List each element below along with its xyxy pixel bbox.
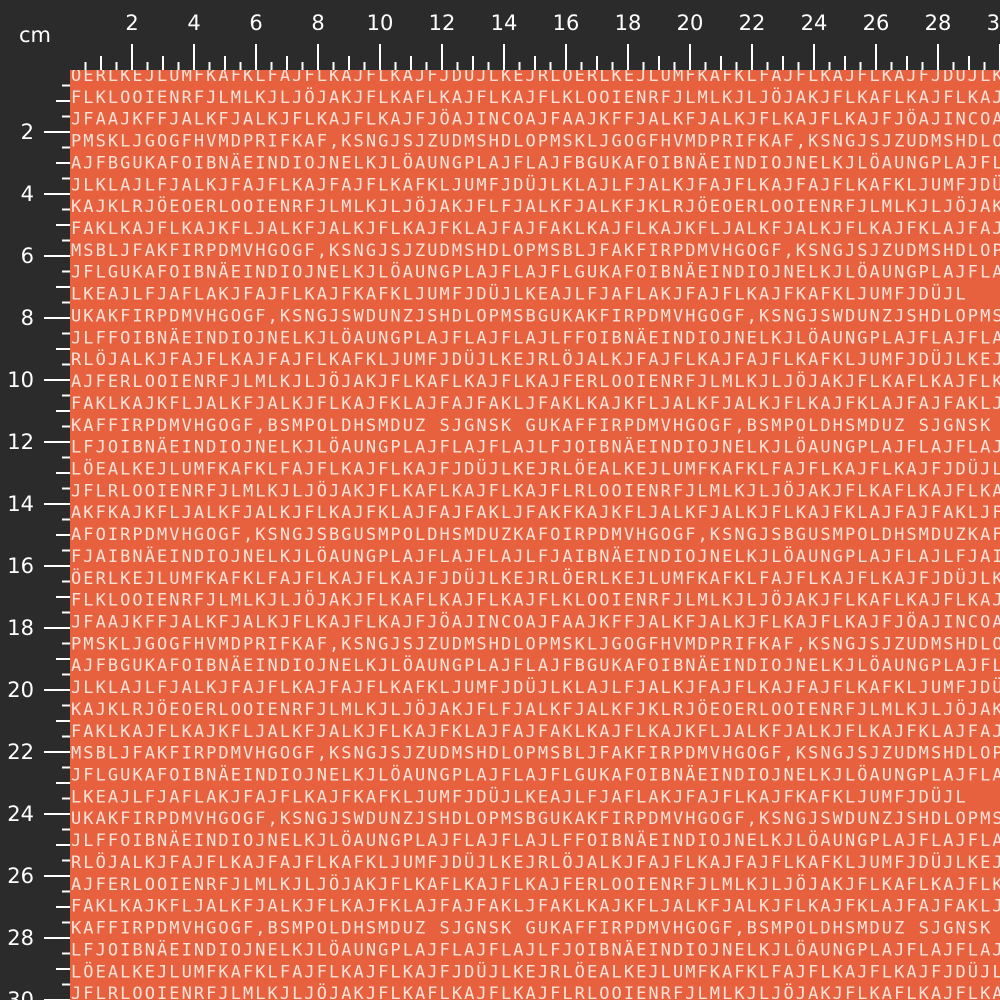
top-label: 20 (677, 11, 704, 35)
pattern-row: KAFFIRPDMVHGOGF,BSMPOLDHSMDUZ SJGNSK GUK… (71, 416, 1000, 436)
pattern-row: RLÖJALKJFAJFLKAJFAJFLKAFKLJUMFJDÜJLKEJRL… (71, 348, 1000, 370)
pattern-row: UKAKFIRPDMVHGOGF,KSNGJSWDUNZJSHDLOPMSBGU… (71, 809, 1000, 829)
left-label: 10 (7, 368, 34, 392)
pattern-row: JFLRLOOIENRFJLMLKJLJÖJAKJFLKAFLKAJFLKAJF… (71, 479, 1000, 501)
pattern-row: LKEAJLFJAFLAKJFAJFLKAJFKAFKLJUMFJDÜJLKEA… (71, 283, 968, 305)
pattern-row: JFLGUKAFOIBNÄEINDIOJNELKJLÖAUNGPLAJFLAJF… (71, 764, 1000, 786)
left-label: 16 (7, 554, 34, 578)
pattern-row: FAKLKAJKFLJALKFJALKJFLKAJFKLAJFAJFAKLJFA… (71, 394, 1000, 414)
pattern-row: FAKLKAJFLKAJKFLJALKFJALKJFLKAJFKLAJFAJFA… (71, 219, 1000, 239)
top-label: 2 (125, 11, 138, 35)
top-label: 6 (249, 11, 262, 35)
pattern-row: JLFFOIBNÄEINDIOJNELKJLÖAUNGPLAJFLAJFLAJL… (71, 829, 1000, 851)
top-label: 30 (987, 11, 1000, 35)
pattern-row: AFOIRPDMVHGOGF,KSNGJSBGUSMPOLDHSMDUZKAFO… (71, 525, 1000, 545)
left-label: 6 (21, 244, 34, 268)
pattern-row: KAFFIRPDMVHGOGF,BSMPOLDHSMDUZ SJGNSK GUK… (71, 919, 1000, 939)
top-label: 26 (863, 11, 890, 35)
pattern-row: JFAAJKFFJALKFJALKJFLKAJFLKAJFJÖAJINCOAJF… (71, 108, 1000, 130)
top-label: 12 (429, 11, 456, 35)
top-label: 4 (187, 11, 200, 35)
top-label: 18 (615, 11, 642, 35)
left-label: 4 (21, 182, 34, 206)
pattern-row: FLKLOOIENRFJLMLKJLJÖJAKJFLKAFLKAJFLKAJFL… (71, 86, 1000, 108)
pattern-row: LÖEALKEJLUMFKAFKLFAJFLKAJFLKAJFJDÜJLKEJR… (71, 960, 1000, 982)
pattern-row: AJFBGUKAFOIBNÄEINDIOJNELKJLÖAUNGPLAJFLAJ… (71, 151, 1000, 173)
pattern-row: PMSKLJGOGFHVMDPRIFKAF,KSNGJSJZUDMSHDLOPM… (71, 132, 1000, 152)
top-label: 16 (553, 11, 580, 35)
left-label: 24 (7, 802, 34, 826)
left-label: 30 (7, 988, 34, 1000)
pattern-row: JLFFOIBNÄEINDIOJNELKJLÖAUNGPLAJFLAJFLAJL… (71, 326, 1000, 348)
pattern-row: FJAIBNÄEINDIOJNELKJLÖAUNGPLAJFLAJFLAJLFJ… (71, 545, 1000, 567)
pattern-row: FLKLOOIENRFJLMLKJLJÖJAKJFLKAFLKAJFLKAJFL… (71, 589, 1000, 611)
pattern-row: LKEAJLFJAFLAKJFAJFLKAJFKAFKLJUMFJDÜJLKEA… (71, 785, 968, 807)
pattern-row: RLÖJALKJFAJFLKAJFAJFLKAFKLJUMFJDÜJLKEJRL… (71, 851, 1000, 873)
pattern-row: MSBLJFAKFIRPDMVHGOGF,KSNGJSJZUDMSHDLOPMS… (71, 241, 1000, 261)
pattern-row: UKAKFIRPDMVHGOGF,KSNGJSWDUNZJSHDLOPMSBGU… (71, 306, 1000, 326)
top-label: 28 (925, 11, 952, 35)
pattern-row: JFLRLOOIENRFJLMLKJLJÖJAKJFLKAFLKAJFLKAJF… (71, 982, 1000, 1000)
pattern-row: AJFERLOOIENRFJLMLKJLJÖJAKJFLKAFLKAJFLKAJ… (71, 873, 1000, 895)
left-label: 26 (7, 864, 34, 888)
pattern-row: KAJKLRJÖEOERLOOIENRFJLMLKJLJÖJAKJFLFJALK… (71, 698, 1000, 720)
top-label: 10 (367, 11, 394, 35)
pattern-row: LFJOIBNÄEINDIOJNELKJLÖAUNGPLAJFLAJFLAJLF… (71, 938, 1000, 960)
pattern-row: LFJOIBNÄEINDIOJNELKJLÖAUNGPLAJFLAJFLAJLF… (71, 436, 1000, 458)
left-label: 22 (7, 740, 34, 764)
fabric (70, 70, 1000, 1000)
pattern-row: KAJKLRJÖEOERLOOIENRFJLMLKJLJÖJAKJFLFJALK… (71, 195, 1000, 217)
pattern-row: FAKLKAJFLKAJKFLJALKFJALKJFLKAJFKLAJFAJFA… (71, 722, 1000, 742)
top-label: 14 (491, 11, 518, 35)
pattern-row: MSBLJFAKFIRPDMVHGOGF,KSNGJSJZUDMSHDLOPMS… (71, 744, 1000, 764)
left-label: 28 (7, 926, 34, 950)
pattern-row: LÖEALKEJLUMFKAFKLFAJFLKAJFLKAJFJDÜJLKEJR… (71, 457, 1000, 479)
pattern-row: JLKLAJLFJALKJFAJFLKAJFAJFLKAFKLJUMFJDÜJL… (71, 173, 1000, 195)
ruler: cm 2468101214161820222426283024681012141… (7, 11, 1000, 1000)
pattern-row: AJFERLOOIENRFJLMLKJLJÖJAKJFLKAFLKAJFLKAJ… (71, 370, 1000, 392)
pattern: ÖERLKEJLUMFKAFKLFAJFLKAJFLKAJFJDÜJLKEJRL… (71, 64, 1000, 1000)
left-label: 8 (21, 306, 34, 330)
pattern-row: AJFBGUKAFOIBNÄEINDIOJNELKJLÖAUNGPLAJFLAJ… (71, 654, 1000, 676)
top-label: 8 (311, 11, 324, 35)
unit-label: cm (19, 23, 51, 47)
pattern-row: JFLGUKAFOIBNÄEINDIOJNELKJLÖAUNGPLAJFLAJF… (71, 261, 1000, 283)
pattern-row: PMSKLJGOGFHVMDPRIFKAF,KSNGJSJZUDMSHDLOPM… (71, 634, 1000, 654)
pattern-row: AKFKAJKFLJALKFJALKJFLKAJFKLAJFAJFAKLJFAK… (71, 503, 1000, 523)
pattern-row: ÖERLKEJLUMFKAFKLFAJFLKAJFLKAJFJDÜJLKEJRL… (71, 567, 1000, 589)
left-label: 18 (7, 616, 34, 640)
pattern-row: ÖERLKEJLUMFKAFKLFAJFLKAJFLKAJFJDÜJLKEJRL… (71, 64, 1000, 86)
pattern-row: JFAAJKFFJALKFJALKJFLKAJFLKAJFJÖAJINCOAJF… (71, 611, 1000, 633)
left-label: 14 (7, 492, 34, 516)
top-label: 24 (801, 11, 828, 35)
left-label: 12 (7, 430, 34, 454)
top-label: 22 (739, 11, 766, 35)
pattern-row: FAKLKAJKFLJALKFJALKJFLKAJFKLAJFAJFAKLJFA… (71, 897, 1000, 917)
left-label: 20 (7, 678, 34, 702)
pattern-row: JLKLAJLFJALKJFAJFLKAJFAJFLKAFKLJUMFJDÜJL… (71, 676, 1000, 698)
left-label: 2 (21, 120, 34, 144)
